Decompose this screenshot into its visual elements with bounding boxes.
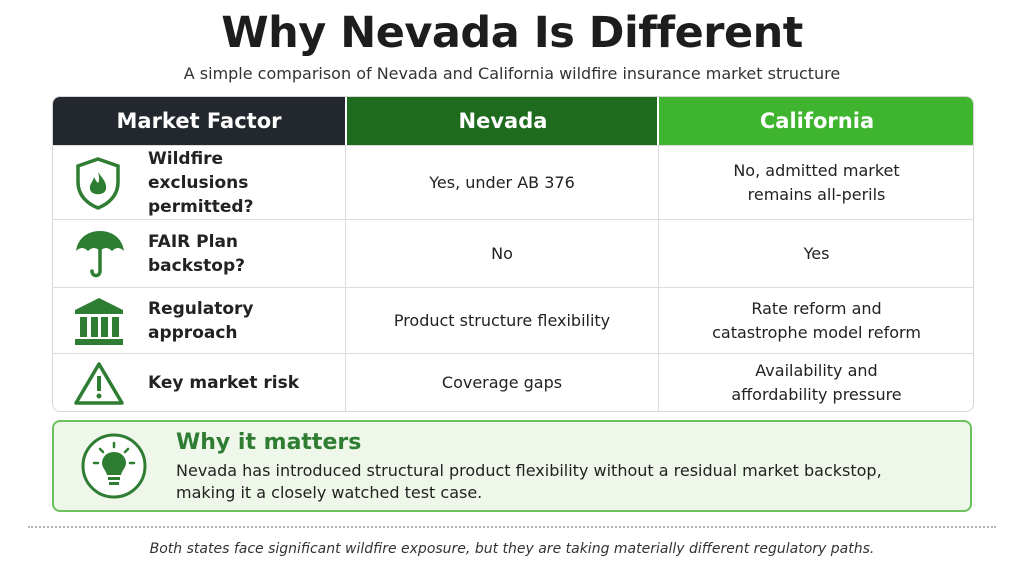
callout-box: Why it matters Nevada has introduced str…: [52, 420, 972, 512]
cell-text: No, admitted market remains all-perils: [733, 161, 900, 204]
umbrella-icon: [76, 231, 124, 278]
cell-text: Yes: [803, 244, 830, 263]
factor-text: Key market risk: [148, 373, 300, 393]
subtitle: A simple comparison of Nevada and Califo…: [183, 64, 841, 83]
nevada-cell: Product structure flexibility: [345, 288, 658, 354]
table-row: Key market risk Coverage gaps Availabili…: [53, 353, 973, 411]
callout-body: Nevada has introduced structural product…: [176, 461, 882, 502]
table-row: FAIR Plan backstop? No Yes: [53, 219, 973, 288]
factor-text: FAIR Plan backstop?: [148, 232, 245, 276]
factor-text: Regulatory approach: [148, 299, 254, 343]
california-cell: Yes: [658, 220, 973, 288]
california-cell: Rate reform and catastrophe model reform: [658, 288, 973, 354]
table-row: Regulatory approach Product structure fl…: [53, 287, 973, 354]
column-header: California: [657, 97, 973, 145]
column-header: Market Factor: [53, 97, 345, 145]
nevada-cell: Yes, under AB 376: [345, 146, 658, 220]
cell-text: Coverage gaps: [441, 373, 563, 392]
cell-text: Product structure flexibility: [393, 311, 611, 330]
nevada-cell: Coverage gaps: [345, 354, 658, 411]
california-cell: Availability and affordability pressure: [658, 354, 973, 411]
institution-icon: [75, 298, 123, 345]
callout-title: Why it matters: [176, 430, 362, 455]
title: Why Nevada Is Different: [221, 8, 803, 58]
california-cell: No, admitted market remains all-perils: [658, 146, 973, 220]
cell-text: No: [491, 244, 513, 263]
column-header: Nevada: [345, 97, 659, 145]
factor-label: Regulatory approach: [148, 288, 328, 354]
shield-fire-icon: [76, 157, 120, 210]
factor-label: Key market risk: [148, 354, 328, 411]
factor-label: Wildfire exclusions permitted?: [148, 146, 328, 220]
footer-note: Both states face significant wildfire ex…: [149, 541, 875, 557]
lightbulb-icon: [81, 433, 147, 499]
table-row: Wildfire exclusions permitted? Yes, unde…: [53, 145, 973, 220]
cell-text: Yes, under AB 376: [429, 173, 575, 192]
cell-text: Rate reform and catastrophe model reform: [712, 299, 921, 342]
divider: [28, 526, 996, 528]
comparison-table: Market Factor Nevada California Wildfire…: [52, 96, 974, 412]
factor-text: Wildfire exclusions permitted?: [148, 149, 254, 217]
warning-icon: [74, 362, 124, 405]
nevada-cell: No: [345, 220, 658, 288]
factor-label: FAIR Plan backstop?: [148, 220, 328, 288]
cell-text: Availability and affordability pressure: [731, 361, 902, 404]
